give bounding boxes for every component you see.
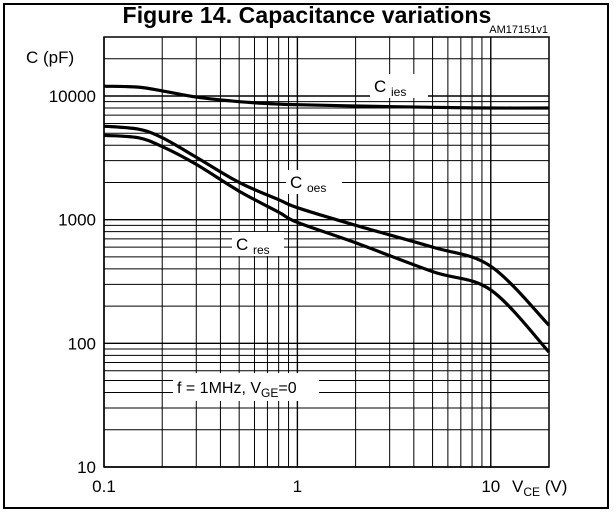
y-tick-label: 10000: [49, 87, 96, 106]
series-label-bg-res: [232, 232, 284, 256]
series-lines: [103, 84, 551, 354]
plot-border: [103, 36, 550, 468]
annotation-bg: [173, 373, 319, 401]
series-label-bg-ies: [370, 74, 428, 98]
grid: [103, 36, 550, 468]
y-tick-label: 100: [68, 334, 96, 353]
figure-code: AM17151v1: [489, 24, 548, 36]
y-axis-label: C (pF): [26, 48, 74, 67]
series-label-bg-oes: [286, 170, 342, 194]
series-label-res: C res: [236, 235, 270, 257]
chart-title: Figure 14. Capacitance variations: [122, 2, 492, 28]
x-tick-label: 1: [293, 477, 302, 496]
y-tick-label: 1000: [58, 211, 96, 230]
y-tick-label: 10: [77, 458, 96, 477]
annotation-text: f = 1MHz, VGE=0: [177, 380, 297, 400]
series-line-res: [103, 133, 551, 354]
series-label-ies: C ies: [374, 77, 406, 99]
series-label-oes: C oes: [290, 173, 326, 195]
x-tick-label: 10: [481, 477, 500, 496]
x-axis-label: VCE (V): [512, 477, 567, 499]
series-line-ies: [103, 84, 550, 110]
series-line-oes: [103, 124, 551, 327]
x-tick-label: 0.1: [92, 477, 116, 496]
